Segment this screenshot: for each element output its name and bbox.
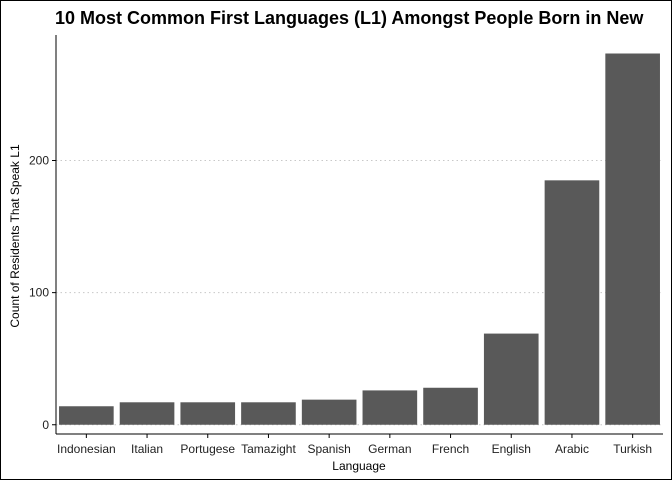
bar-italian — [119, 402, 175, 425]
y-tick-label: 0 — [42, 418, 49, 432]
x-tick-label: Indonesian — [57, 442, 116, 456]
bar-turkish — [605, 53, 660, 425]
x-tick-label: Turkish — [613, 442, 652, 456]
x-tick-label: Portugese — [180, 442, 235, 456]
x-tick-label: French — [432, 442, 469, 456]
x-tick-label: Arabic — [555, 442, 589, 456]
x-ticks: Indonesian Italian Portugese Tamazight Spani… — [57, 434, 652, 456]
axes — [55, 35, 663, 435]
bar-german — [362, 390, 418, 425]
y-tick-label: 200 — [29, 154, 49, 168]
bar-tamazight — [241, 402, 296, 425]
bar-spanish — [301, 399, 357, 425]
bar-indonesian — [59, 406, 114, 425]
x-tick-label: German — [368, 442, 411, 456]
bar-french — [423, 387, 478, 425]
x-axis-label: Language — [332, 459, 386, 473]
y-ticks: 0 100 200 — [29, 154, 56, 432]
y-axis-label: Count of Residents That Speak L1 — [8, 144, 22, 328]
x-tick-label: Italian — [131, 442, 163, 456]
bars — [59, 53, 660, 425]
bar-english — [483, 333, 539, 425]
x-tick-label: Spanish — [307, 442, 350, 456]
y-tick-label: 100 — [29, 286, 49, 300]
x-tick-label: Tamazight — [241, 442, 296, 456]
x-tick-label: English — [492, 442, 531, 456]
chart-title: 10 Most Common First Languages (L1) Amon… — [55, 8, 644, 28]
bar-portugese — [180, 402, 236, 425]
bar-arabic — [544, 180, 600, 425]
